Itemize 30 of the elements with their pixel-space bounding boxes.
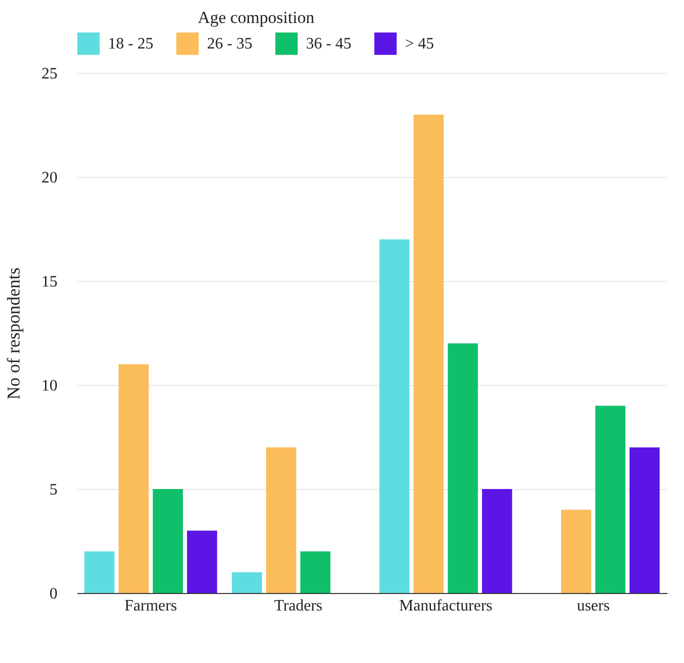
bar bbox=[448, 343, 478, 593]
bar bbox=[379, 239, 410, 593]
bar bbox=[561, 510, 592, 593]
legend-title: Age composition bbox=[198, 8, 315, 27]
bar bbox=[266, 447, 296, 593]
y-tick-label: 15 bbox=[42, 274, 58, 290]
bar bbox=[482, 489, 512, 593]
legend-label: 18 - 25 bbox=[108, 36, 154, 53]
bar bbox=[232, 572, 262, 593]
legend-label: > 45 bbox=[405, 36, 434, 53]
y-tick-label: 10 bbox=[42, 378, 58, 394]
x-tick-label: Manufacturers bbox=[399, 598, 492, 614]
bar bbox=[300, 551, 330, 593]
x-tick-label: Farmers bbox=[124, 598, 177, 614]
bar bbox=[187, 530, 218, 593]
bar bbox=[118, 364, 149, 593]
y-axis-title: No of respondents bbox=[4, 268, 24, 400]
y-tick-label: 5 bbox=[50, 482, 58, 498]
bar bbox=[595, 406, 626, 593]
legend-label: 36 - 45 bbox=[306, 36, 352, 53]
bar bbox=[152, 489, 183, 593]
x-tick-label: users bbox=[576, 598, 610, 614]
y-tick-label: 0 bbox=[50, 586, 58, 602]
y-tick-label: 20 bbox=[42, 170, 58, 186]
y-tick-label: 25 bbox=[42, 66, 58, 82]
bar bbox=[414, 114, 444, 593]
legend-label: 26 - 35 bbox=[207, 36, 252, 53]
bar bbox=[630, 447, 660, 593]
bar bbox=[84, 551, 114, 593]
x-tick-label: Traders bbox=[274, 598, 322, 614]
